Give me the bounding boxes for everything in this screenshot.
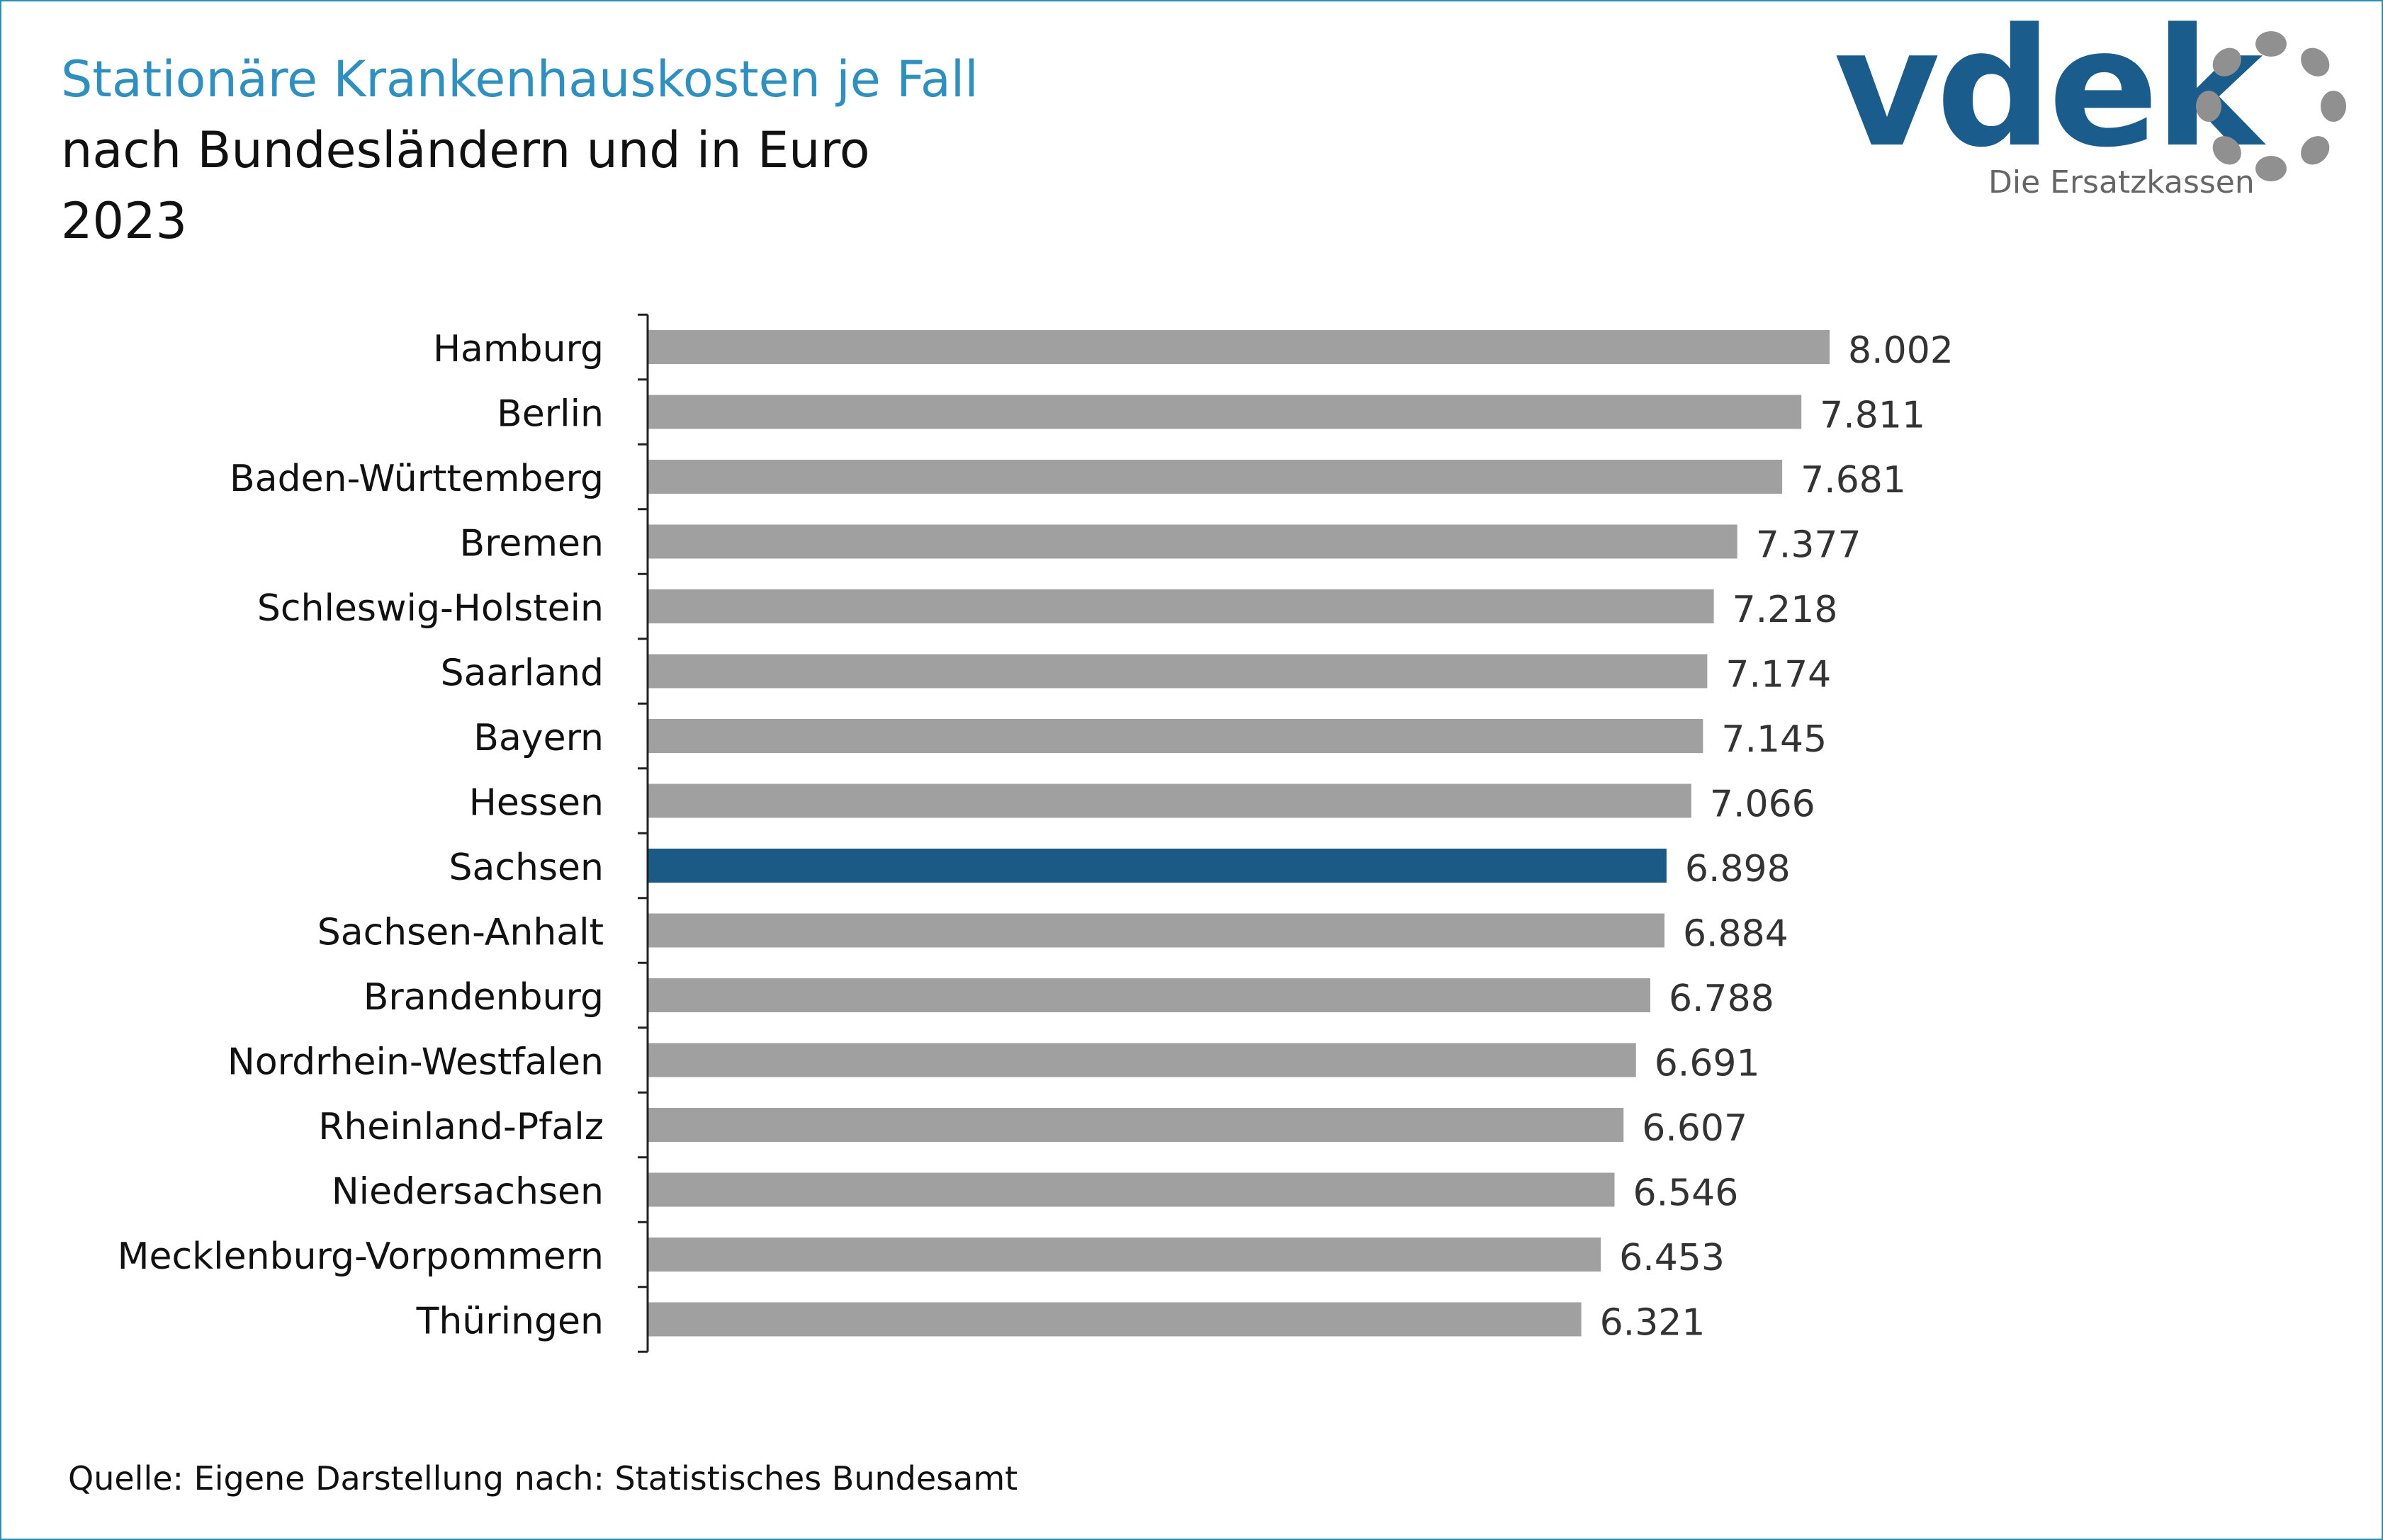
bar-nordrhein-westfalen	[648, 1043, 1636, 1077]
bar-bremen	[648, 524, 1737, 559]
value-label: 6.788	[1669, 978, 1774, 1020]
axis-layer	[638, 313, 649, 1353]
value-label: 7.811	[1820, 395, 1925, 437]
value-label: 8.002	[1848, 329, 1954, 372]
value-label: 6.546	[1633, 1172, 1738, 1215]
category-label: Sachsen-Anhalt	[317, 912, 604, 954]
logo-ring-segment	[2321, 91, 2346, 122]
category-label: Brandenburg	[364, 976, 604, 1019]
logo-ring-segment	[2212, 47, 2241, 77]
value-label: 6.607	[1642, 1107, 1747, 1150]
value-label: 7.681	[1801, 459, 1906, 502]
logo-ring-segment	[2255, 31, 2287, 57]
value-label: 7.377	[1756, 524, 1861, 567]
bar-baden-württemberg	[648, 460, 1783, 494]
bar-brandenburg	[648, 978, 1650, 1012]
bars-layer	[648, 330, 1830, 1337]
value-label: 6.453	[1619, 1237, 1725, 1279]
category-label: Niedersachsen	[332, 1171, 604, 1213]
category-label: Berlin	[497, 393, 604, 436]
vdek-logo: vdek Die Ersatzkassen	[1821, 0, 2360, 220]
source-note: Quelle: Eigene Darstellung nach: Statist…	[68, 1459, 1018, 1497]
logo-ring-segment	[2212, 136, 2241, 165]
chart-subtitle: nach Bundesländern und in Euro	[61, 121, 870, 179]
bar-mecklenburg-vorpommern	[648, 1238, 1601, 1272]
value-label: 6.321	[1600, 1302, 1706, 1344]
logo-ring-segment	[2301, 136, 2330, 165]
chart-year: 2023	[61, 192, 188, 250]
logo-tagline: Die Ersatzkassen	[1988, 164, 2255, 200]
category-labels-layer: Hamburg Berlin Baden-Württemberg Bremen Schl…	[118, 328, 604, 1343]
bar-berlin	[648, 395, 1802, 429]
bar-sachsen-anhalt	[648, 913, 1664, 948]
logo-ring-segment	[2301, 47, 2330, 77]
value-label: 7.145	[1721, 718, 1827, 761]
value-label: 7.218	[1733, 589, 1838, 631]
logo-ring-segment	[2196, 91, 2221, 122]
bar-sachsen	[648, 849, 1667, 883]
category-label: Saarland	[441, 652, 604, 695]
logo-wordmark: vdek	[1834, 0, 2263, 183]
bar-hamburg	[648, 330, 1830, 364]
category-label: Bayern	[473, 717, 604, 759]
category-label: Rheinland-Pfalz	[318, 1106, 604, 1148]
value-label: 7.174	[1725, 654, 1831, 696]
value-labels-layer: 8.002 7.811 7.681 7.377 7.218 7.174 7.145 7.066…	[1600, 329, 1954, 1344]
bar-saarland	[648, 654, 1708, 689]
bar-thüringen	[648, 1302, 1582, 1337]
value-label: 6.691	[1655, 1043, 1760, 1085]
category-label: Nordrhein-Westfalen	[227, 1041, 604, 1084]
bar-schleswig-holstein	[648, 589, 1714, 623]
value-label: 6.898	[1685, 848, 1791, 890]
category-label: Baden-Württemberg	[230, 458, 604, 500]
category-label: Bremen	[459, 523, 604, 565]
category-label: Hessen	[469, 782, 604, 825]
logo-ring-icon	[2196, 31, 2346, 181]
category-label: Mecklenburg-Vorpommern	[118, 1235, 604, 1278]
bar-rheinland-pfalz	[648, 1108, 1624, 1142]
chart-title: Stationäre Krankenhauskosten je Fall	[61, 50, 979, 108]
bar-hessen	[648, 783, 1691, 818]
value-label: 6.884	[1683, 913, 1788, 956]
category-label: Thüringen	[416, 1301, 604, 1343]
bar-niedersachsen	[648, 1172, 1615, 1207]
value-label: 7.066	[1710, 783, 1815, 826]
category-label: Hamburg	[433, 328, 604, 370]
bar-bayern	[648, 719, 1703, 753]
category-label: Schleswig-Holstein	[257, 587, 604, 630]
logo-ring-segment	[2255, 156, 2287, 181]
category-label: Sachsen	[449, 847, 604, 889]
